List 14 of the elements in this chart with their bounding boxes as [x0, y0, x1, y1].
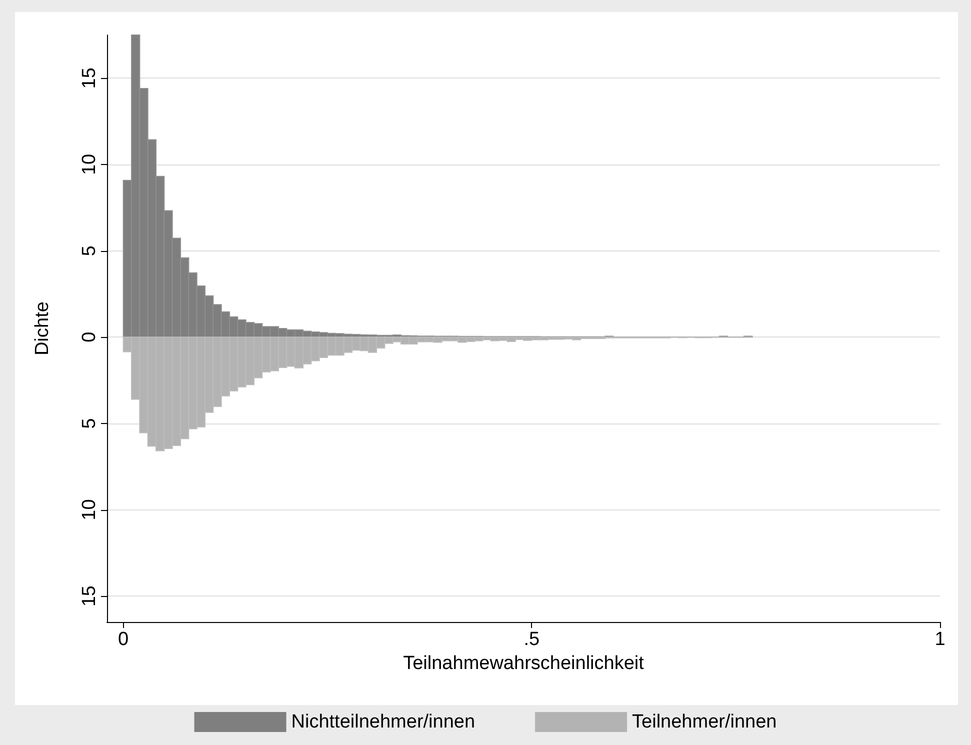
x-tick-label: 1	[934, 629, 946, 650]
x-tick-label: 0	[118, 629, 129, 650]
y-tick-label: 10	[79, 154, 100, 176]
x-axis-title: Teilnahmewahrscheinlichkeit	[403, 653, 645, 674]
y-tick-label: 0	[79, 332, 100, 342]
x-tick-label: .5	[524, 629, 540, 650]
y-tick-label: 10	[79, 499, 100, 520]
legend-label: Teilnehmer/innen	[632, 712, 777, 732]
y-tick-label: 15	[79, 586, 100, 607]
y-tick-label: 5	[79, 418, 100, 429]
y-tick-label: 5	[79, 246, 100, 256]
y-tick-label: 15	[79, 68, 100, 89]
legend-label: Nichtteilnehmer/innen	[291, 712, 476, 732]
y-axis-title: Dichte	[32, 302, 53, 356]
